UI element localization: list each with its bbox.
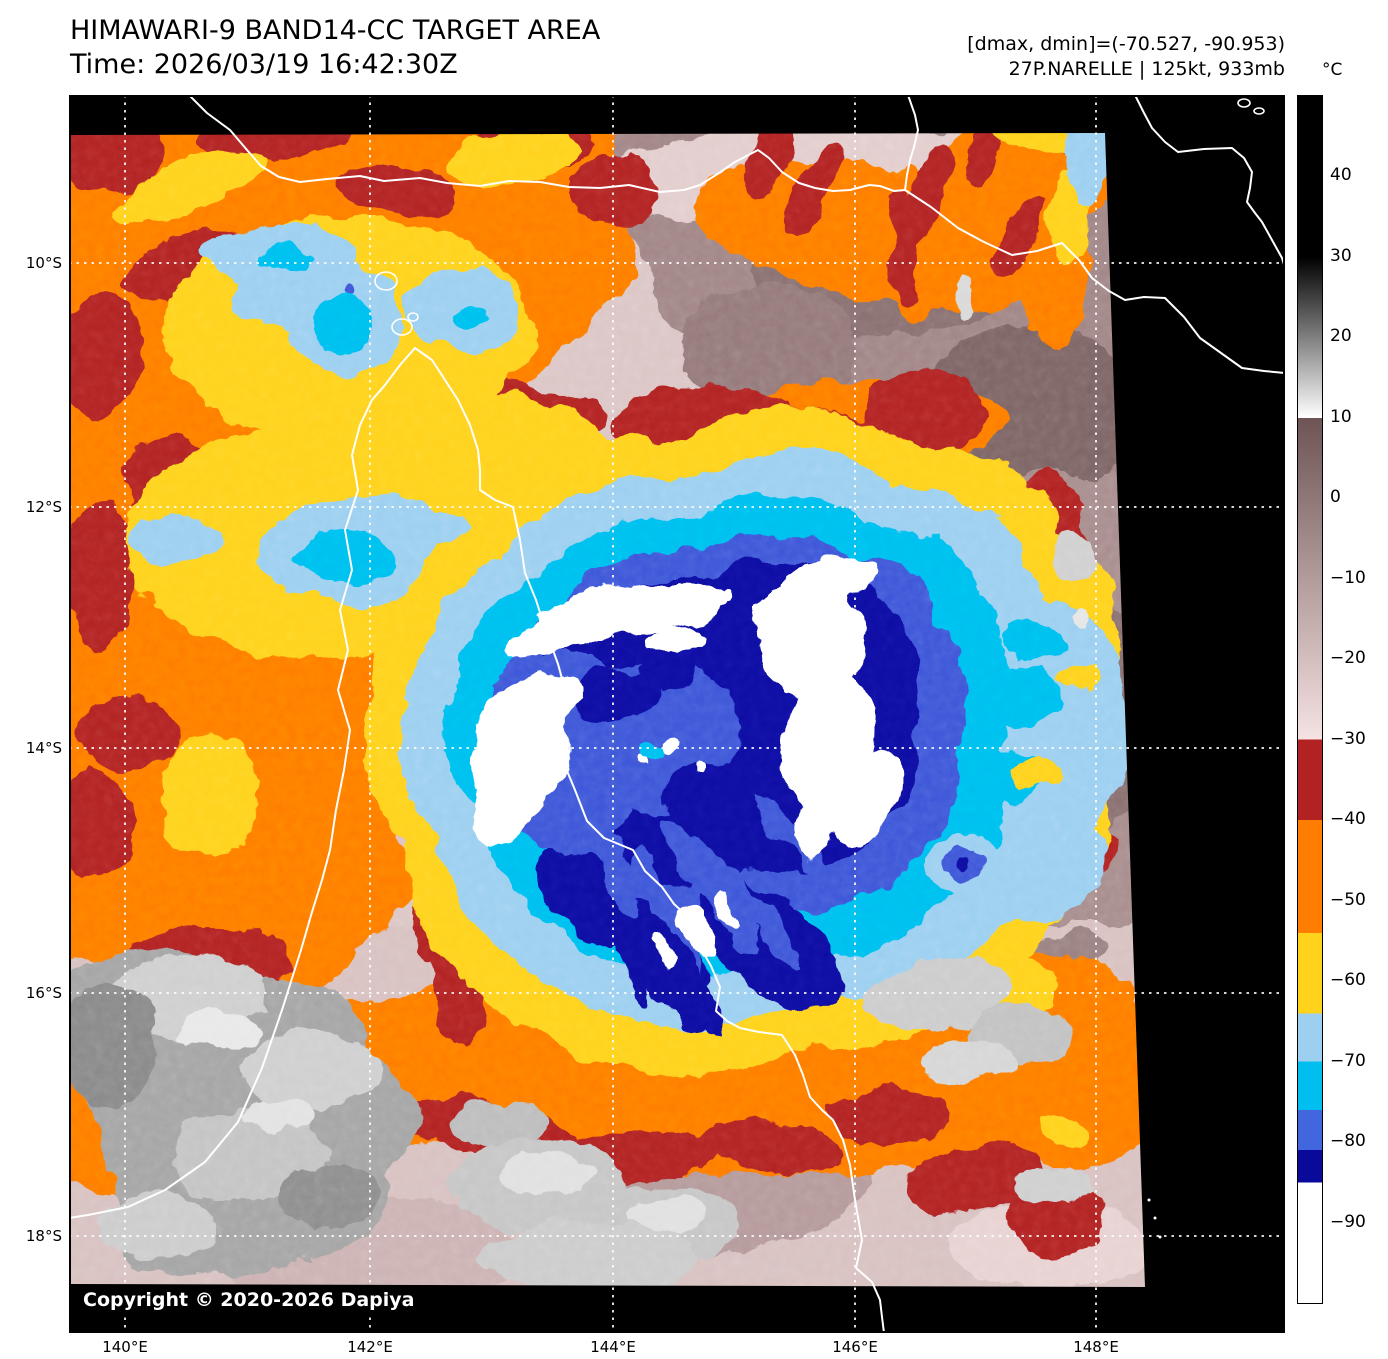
lat-lon-grid [69,95,1285,1333]
colorbar-tick: 40 [1330,165,1352,185]
island-outlines [374,98,1265,336]
lat-axis-label: 10°S [25,254,62,272]
lon-axis-label: 148°E [1073,1338,1119,1356]
colorbar-unit-label: °C [1322,60,1343,80]
colorbar-tick: −90 [1330,1212,1366,1232]
colorbar-tick: −30 [1330,729,1366,749]
colorbar-tick: 30 [1330,246,1352,266]
coastline-queensland-east [414,347,885,1333]
lat-axis-label: 18°S [25,1227,62,1245]
colorbar-tick: −70 [1330,1051,1366,1071]
coastline-new-guinea-south [188,95,1285,374]
lon-axis-label: 142°E [347,1338,393,1356]
satellite-data-swath [69,133,1145,1287]
coastline-fly-river-spur [904,95,919,191]
coastline-png-east [1134,95,1285,269]
storm-info: 27P.NARELLE | 125kt, 933mb [1008,58,1285,80]
satellite-map-image [69,95,1285,1333]
colorbar-tick: 20 [1330,326,1352,346]
dmax-dmin-readout: [dmax, dmin]=(-70.527, -90.953) [967,33,1285,55]
lon-axis-label: 144°E [590,1338,636,1356]
satellite-map-panel: Copyright © 2020-2026 Dapiya [69,95,1285,1333]
lat-axis-label: 14°S [25,739,62,757]
timestamp: Time: 2026/03/19 16:42:30Z [70,49,458,80]
colorbar-gradient [1297,95,1323,1304]
coastline-cape-york-west [69,347,416,1219]
colorbar-tick: −60 [1330,970,1366,990]
copyright-banner: Copyright © 2020-2026 Dapiya [69,1285,414,1316]
lat-axis-label: 16°S [25,984,62,1002]
colorbar-tick: −40 [1330,809,1366,829]
edge-noise-specks [1147,1198,1162,1239]
lon-axis-label: 146°E [832,1338,878,1356]
colorbar-tick: −10 [1330,568,1366,588]
colorbar-tick: −20 [1330,648,1366,668]
lon-axis-label: 140°E [102,1338,148,1356]
colorbar-tick: −80 [1330,1131,1366,1151]
colorbar-tick: 0 [1330,487,1341,507]
page-title: HIMAWARI-9 BAND14-CC TARGET AREA [70,15,601,46]
colorbar-tick: 10 [1330,407,1352,427]
coastlines [69,95,1285,1333]
map-frame [69,95,1285,1333]
lat-axis-label: 12°S [25,498,62,516]
colorbar-tick: −50 [1330,890,1366,910]
